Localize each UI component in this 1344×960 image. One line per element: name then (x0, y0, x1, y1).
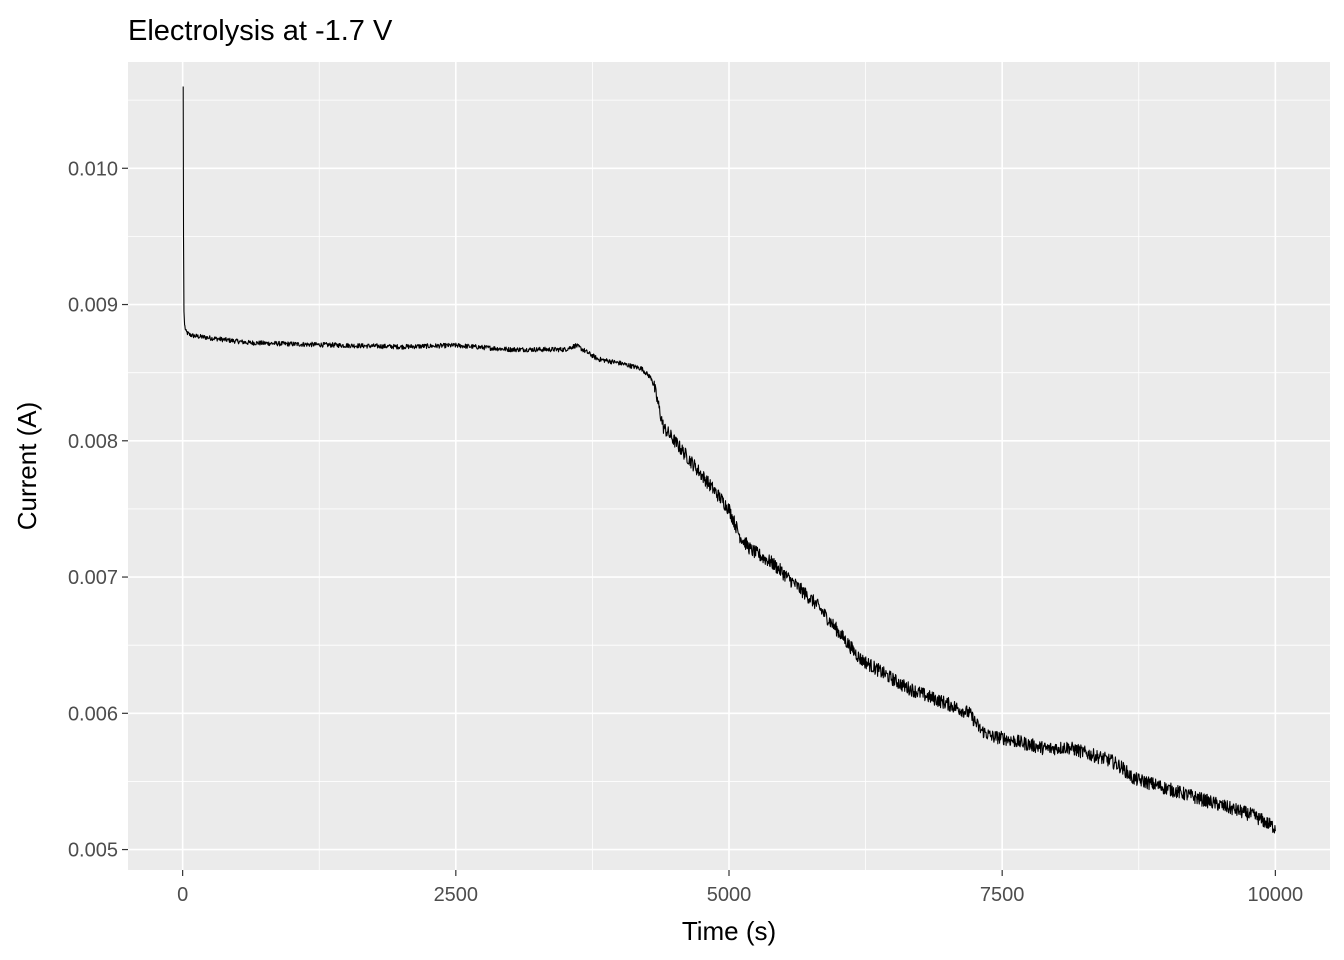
chart-title: Electrolysis at -1.7 V (128, 15, 393, 47)
x-tick-label: 2500 (434, 884, 479, 906)
x-tick-label: 7500 (980, 884, 1025, 906)
y-tick-label: 0.006 (68, 703, 118, 725)
x-tick-label: 10000 (1248, 884, 1304, 906)
y-tick-label: 0.009 (68, 295, 118, 317)
y-tick-label: 0.005 (68, 840, 118, 862)
y-tick-label: 0.007 (68, 567, 118, 589)
y-axis-title: Current (A) (12, 402, 42, 531)
current-series-line (182, 86, 1276, 834)
x-axis-title: Time (s) (682, 916, 776, 946)
y-tick-label: 0.010 (68, 158, 118, 180)
series-layer (182, 86, 1276, 834)
x-tick-label: 0 (177, 884, 188, 906)
x-axis: 0 2500 5000 7500 10000 (177, 870, 1303, 906)
y-tick-label: 0.008 (68, 431, 118, 453)
x-tick-label: 5000 (707, 884, 752, 906)
y-axis: 0.005 0.006 0.007 0.008 0.009 0.010 (68, 158, 128, 862)
major-grid (128, 62, 1330, 870)
